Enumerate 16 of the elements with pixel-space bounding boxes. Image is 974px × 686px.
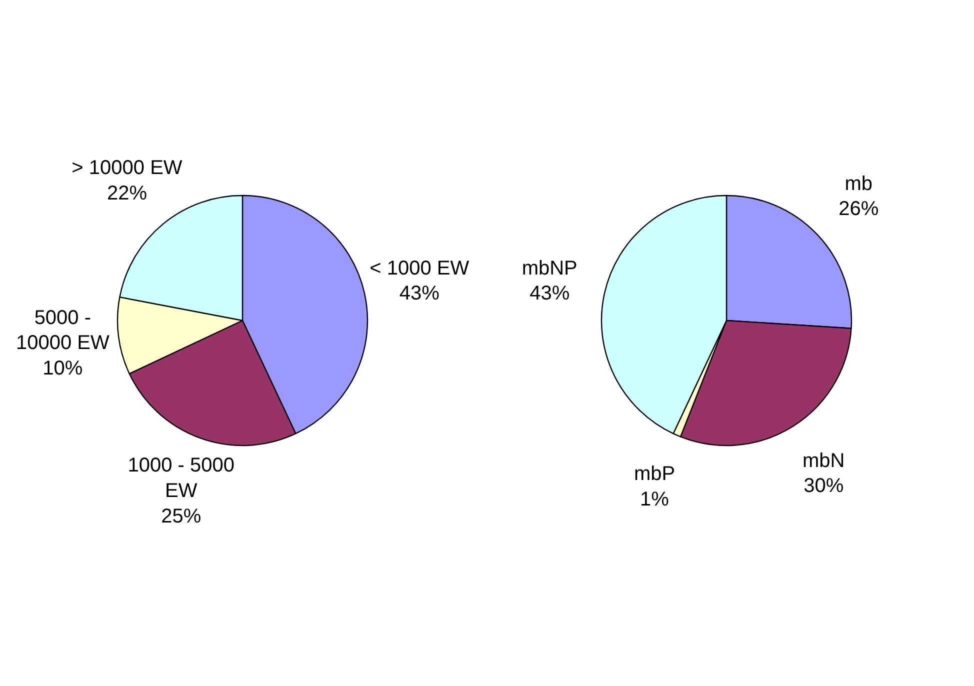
slice-label: 5000 - 10000 EW	[16, 306, 110, 354]
data-label: 10%	[42, 358, 83, 380]
data-label: 22%	[106, 182, 148, 204]
data-label: 43%	[399, 282, 440, 305]
slice-label: > 10000 EW	[72, 157, 182, 180]
data-label: 30%	[804, 475, 844, 498]
data-label: 25%	[161, 505, 202, 528]
slice-label: mbP	[634, 463, 676, 486]
data-label: 43%	[530, 282, 570, 305]
slice-label: < 1000 EW	[370, 257, 470, 280]
slice-label: mb	[844, 172, 873, 195]
data-label: 26%	[838, 198, 879, 220]
slice-label: mbN	[802, 450, 845, 472]
slice-label: 1000 - 5000 EW	[128, 454, 234, 502]
slice-label: mbNP	[522, 257, 578, 280]
data-label: 1%	[640, 488, 670, 510]
